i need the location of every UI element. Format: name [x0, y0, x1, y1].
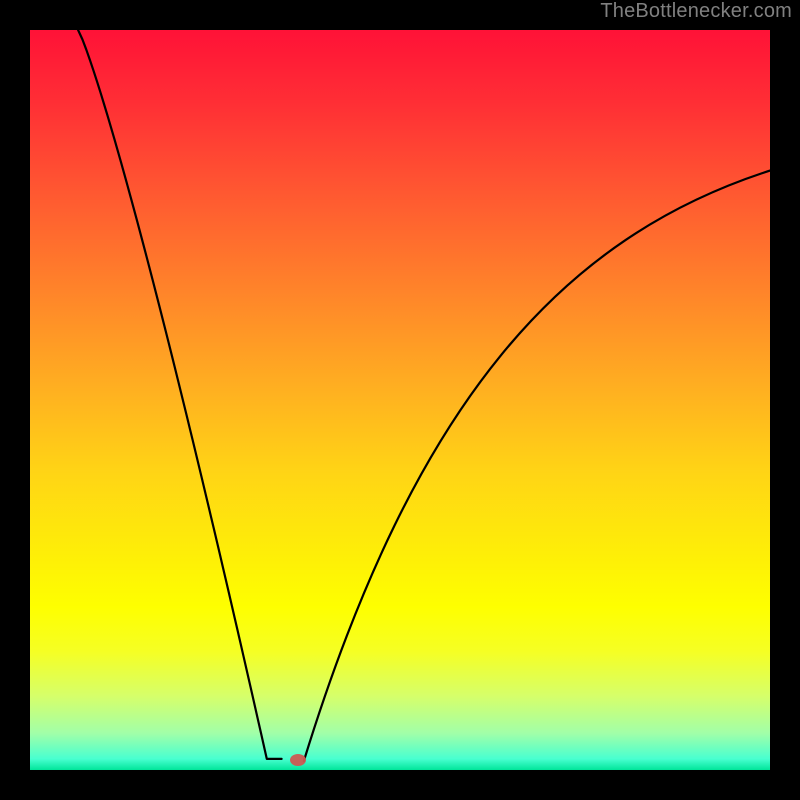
- chart-frame: TheBottlenecker.com: [0, 0, 800, 800]
- optimum-marker: [290, 754, 306, 766]
- bottleneck-curve: [30, 30, 770, 770]
- watermark-text: TheBottlenecker.com: [600, 0, 792, 23]
- plot-area: [30, 30, 770, 770]
